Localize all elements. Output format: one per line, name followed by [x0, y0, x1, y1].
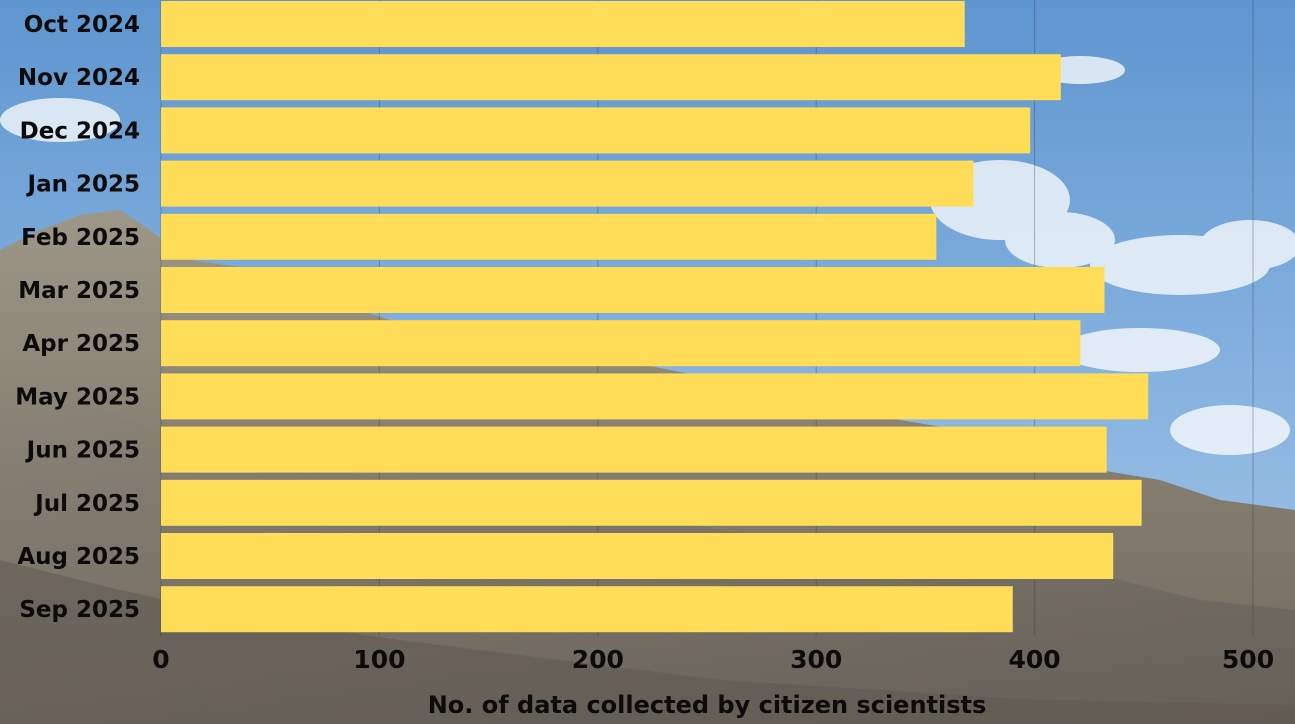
- category-label: Jun 2025: [25, 438, 140, 464]
- bar-may-2025: [161, 373, 1149, 420]
- bar-jan-2025: [161, 160, 974, 207]
- grid-lines: [160, 0, 1254, 636]
- bar-jun-2025: [161, 426, 1107, 473]
- category-label: Jul 2025: [33, 491, 140, 517]
- category-label: Nov 2024: [18, 65, 140, 91]
- x-tick-label: 400: [1009, 645, 1061, 674]
- x-tick-label: 300: [790, 645, 842, 674]
- x-tick-labels: 0 100 200 300 400 500: [152, 645, 1274, 674]
- bar-nov-2024: [161, 54, 1061, 101]
- x-tick-label: 500: [1222, 645, 1274, 674]
- category-label: Sep 2025: [19, 597, 140, 623]
- category-label: Dec 2024: [20, 118, 140, 144]
- bar-mar-2025: [161, 267, 1105, 313]
- x-tick-label: 0: [152, 645, 169, 674]
- bar-aug-2025: [161, 533, 1114, 579]
- category-labels: Oct 2024 Nov 2024 Dec 2024 Jan 2025 Feb 2025…: [15, 12, 140, 623]
- bar-jul-2025: [161, 479, 1142, 526]
- category-label: Feb 2025: [21, 225, 140, 251]
- category-label: May 2025: [15, 384, 140, 410]
- x-tick-label: 100: [353, 645, 405, 674]
- x-axis-title: No. of data collected by citizen scienti…: [428, 691, 987, 719]
- category-label: Jan 2025: [26, 172, 140, 198]
- bars: [161, 1, 1149, 633]
- bar-feb-2025: [161, 213, 937, 260]
- bar-sep-2025: [161, 586, 1013, 633]
- category-label: Aug 2025: [17, 544, 140, 570]
- category-label: Mar 2025: [18, 278, 140, 304]
- bar-dec-2024: [161, 107, 1031, 154]
- bar-oct-2024: [161, 1, 965, 47]
- bar-apr-2025: [161, 320, 1081, 367]
- x-tick-label: 200: [572, 645, 624, 674]
- category-label: Apr 2025: [22, 331, 140, 357]
- category-label: Oct 2024: [24, 12, 140, 38]
